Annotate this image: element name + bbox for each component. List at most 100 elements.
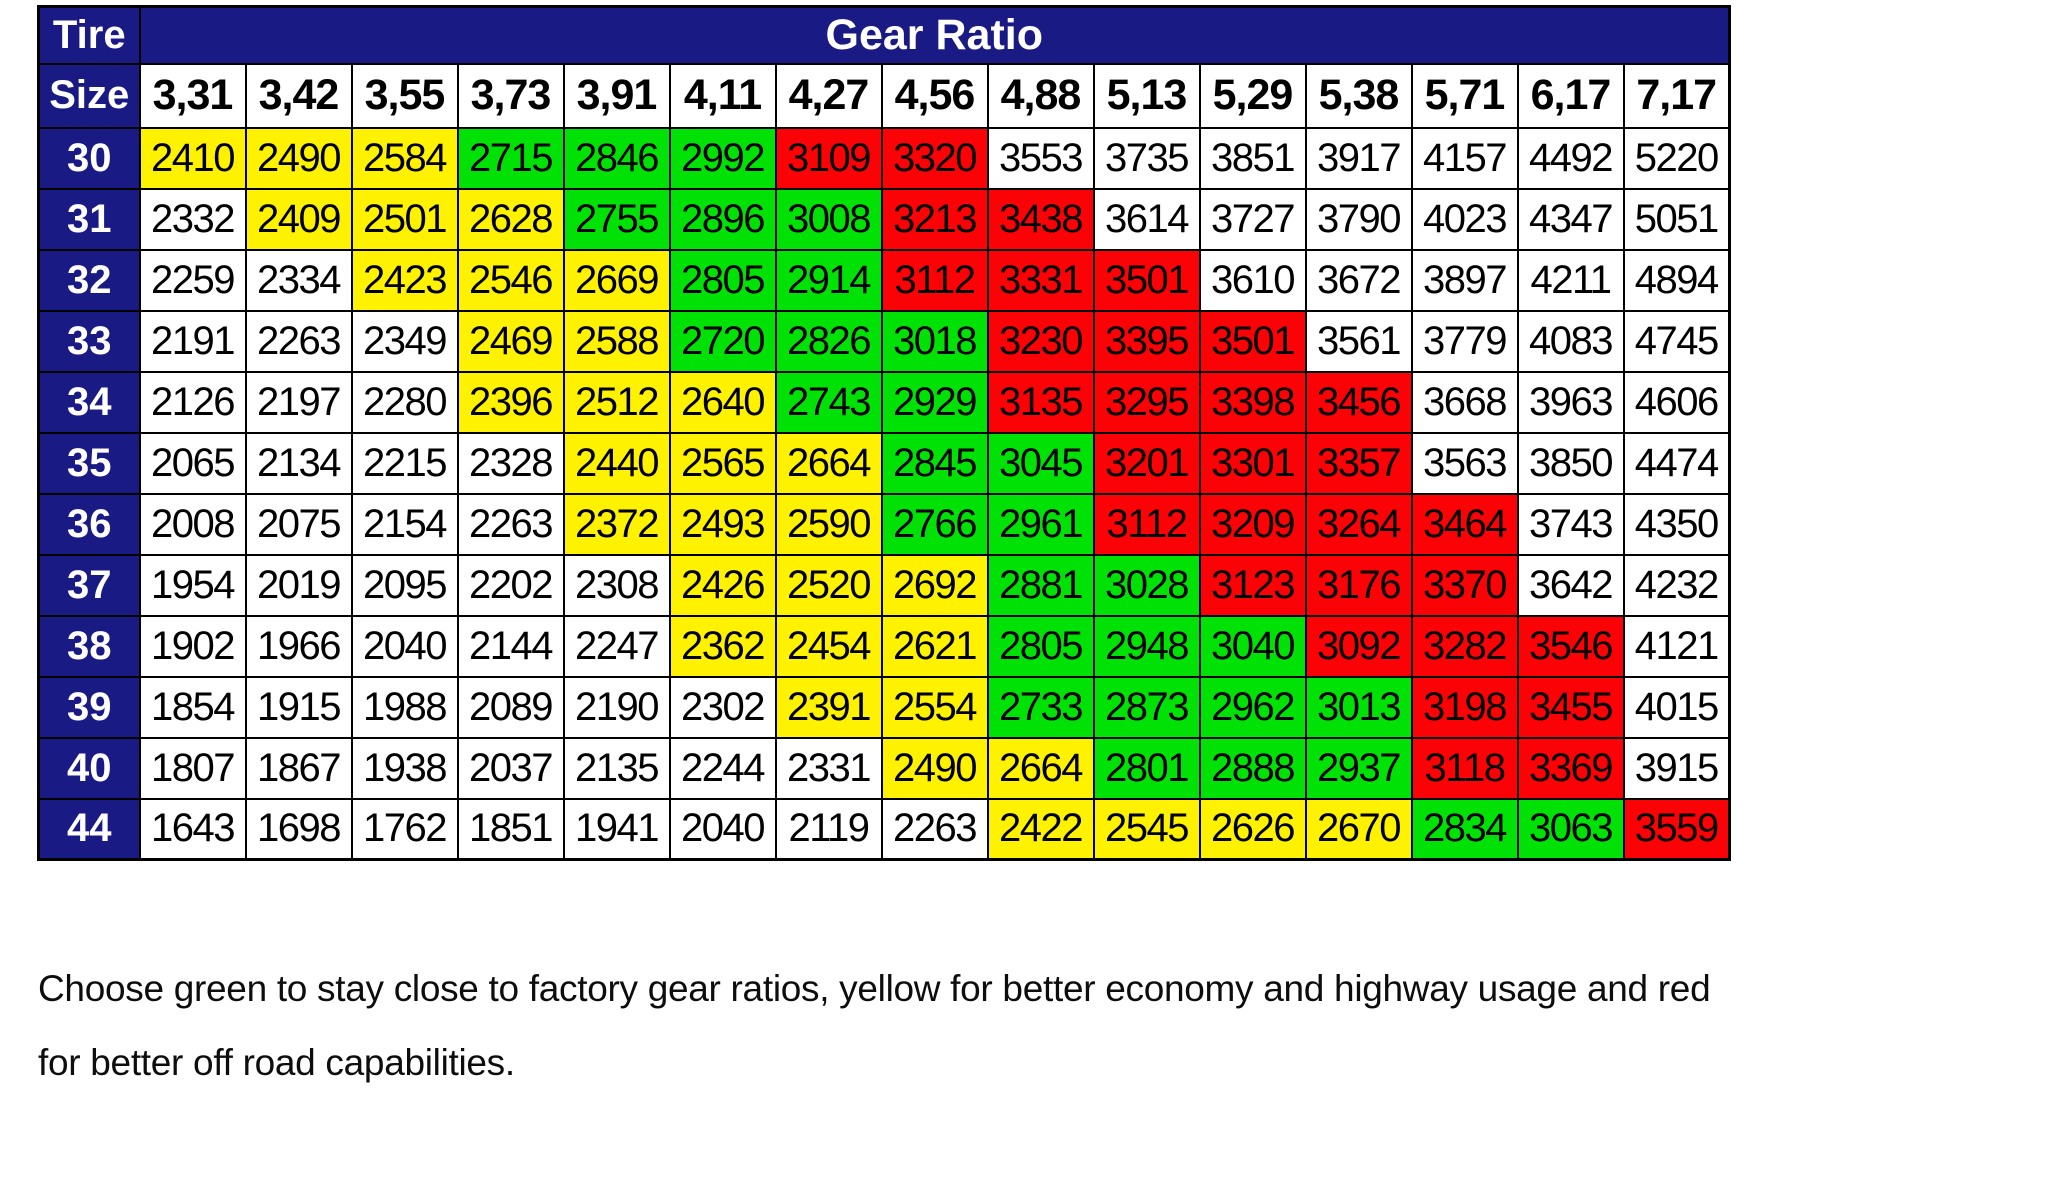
rpm-cell-39-3,91: 2190 — [562, 675, 671, 739]
rpm-cell-44-5,38: 2670 — [1304, 797, 1413, 861]
rpm-cell-35-4,27: 2664 — [774, 431, 883, 495]
rpm-cell-44-3,91: 1941 — [562, 797, 671, 861]
rpm-cell-35-3,55: 2215 — [350, 431, 459, 495]
rpm-cell-36-5,29: 3209 — [1198, 492, 1307, 556]
rpm-cell-32-5,38: 3672 — [1304, 248, 1413, 312]
rpm-cell-30-3,31: 2410 — [138, 126, 247, 190]
rpm-cell-40-3,42: 1867 — [244, 736, 353, 800]
rpm-cell-38-3,91: 2247 — [562, 614, 671, 678]
gear-ratio-header-8: 4,88 — [986, 62, 1095, 129]
tire-size-label-36: 36 — [37, 492, 141, 556]
rpm-cell-37-4,88: 2881 — [986, 553, 1095, 617]
rpm-cell-30-3,73: 2715 — [456, 126, 565, 190]
rpm-cell-38-5,29: 3040 — [1198, 614, 1307, 678]
tire-size-label-44: 44 — [37, 797, 141, 861]
rpm-cell-37-3,55: 2095 — [350, 553, 459, 617]
rpm-cell-31-4,27: 3008 — [774, 187, 883, 251]
tire-size-label-30: 30 — [37, 126, 141, 190]
corner-label-size: Size — [37, 62, 141, 129]
rpm-cell-34-5,13: 3295 — [1092, 370, 1201, 434]
rpm-cell-38-5,13: 2948 — [1092, 614, 1201, 678]
rpm-cell-33-5,71: 3779 — [1410, 309, 1519, 373]
rpm-cell-34-3,91: 2512 — [562, 370, 671, 434]
rpm-cell-30-4,56: 3320 — [880, 126, 989, 190]
rpm-cell-44-5,71: 2834 — [1410, 797, 1519, 861]
rpm-cell-32-6,17: 4211 — [1516, 248, 1625, 312]
rpm-cell-37-7,17: 4232 — [1622, 553, 1731, 617]
rpm-cell-32-5,71: 3897 — [1410, 248, 1519, 312]
rpm-cell-35-5,13: 3201 — [1092, 431, 1201, 495]
rpm-cell-39-4,56: 2554 — [880, 675, 989, 739]
rpm-cell-38-4,11: 2362 — [668, 614, 777, 678]
rpm-cell-35-3,42: 2134 — [244, 431, 353, 495]
rpm-cell-34-3,42: 2197 — [244, 370, 353, 434]
tire-size-row-35: 35 2065 2134 2215 2328 2440 2565 2664 2845 3045 32… — [37, 431, 1731, 495]
rpm-cell-33-4,11: 2720 — [668, 309, 777, 373]
rpm-cell-30-5,29: 3851 — [1198, 126, 1307, 190]
tire-size-row-37: 37 1954 2019 2095 2202 2308 2426 2520 2692 2881 30… — [37, 553, 1731, 617]
table-body: Tire Gear Ratio Size 3,31 3,42 3,55 3,73 3,91 4,… — [37, 5, 1731, 861]
gear-ratio-header-13: 6,17 — [1516, 62, 1625, 129]
rpm-cell-37-5,38: 3176 — [1304, 553, 1413, 617]
rpm-cell-44-6,17: 3063 — [1516, 797, 1625, 861]
gear-ratio-header-3: 3,73 — [456, 62, 565, 129]
rpm-cell-40-3,73: 2037 — [456, 736, 565, 800]
tire-size-row-39: 39 1854 1915 1988 2089 2190 2302 2391 2554 2733 28… — [37, 675, 1731, 739]
rpm-cell-34-5,71: 3668 — [1410, 370, 1519, 434]
rpm-cell-34-4,27: 2743 — [774, 370, 883, 434]
rpm-cell-34-6,17: 3963 — [1516, 370, 1625, 434]
header-band-row: Tire Gear Ratio — [37, 5, 1731, 65]
rpm-cell-39-5,29: 2962 — [1198, 675, 1307, 739]
rpm-cell-31-5,13: 3614 — [1092, 187, 1201, 251]
rpm-cell-31-5,29: 3727 — [1198, 187, 1307, 251]
rpm-cell-40-6,17: 3369 — [1516, 736, 1625, 800]
rpm-cell-38-5,38: 3092 — [1304, 614, 1413, 678]
rpm-cell-40-3,31: 1807 — [138, 736, 247, 800]
rpm-cell-30-3,55: 2584 — [350, 126, 459, 190]
rpm-cell-39-3,31: 1854 — [138, 675, 247, 739]
gear-ratio-header-4: 3,91 — [562, 62, 671, 129]
rpm-cell-33-5,29: 3501 — [1198, 309, 1307, 373]
rpm-cell-30-4,88: 3553 — [986, 126, 1095, 190]
rpm-cell-37-3,42: 2019 — [244, 553, 353, 617]
rpm-cell-31-7,17: 5051 — [1622, 187, 1731, 251]
rpm-cell-44-5,13: 2545 — [1092, 797, 1201, 861]
rpm-cell-31-4,11: 2896 — [668, 187, 777, 251]
rpm-cell-38-6,17: 3546 — [1516, 614, 1625, 678]
rpm-cell-33-3,91: 2588 — [562, 309, 671, 373]
rpm-cell-30-6,17: 4492 — [1516, 126, 1625, 190]
rpm-cell-34-4,88: 3135 — [986, 370, 1095, 434]
rpm-cell-31-5,71: 4023 — [1410, 187, 1519, 251]
rpm-cell-32-3,91: 2669 — [562, 248, 671, 312]
rpm-cell-35-3,31: 2065 — [138, 431, 247, 495]
rpm-cell-38-3,73: 2144 — [456, 614, 565, 678]
caption: Choose green to stay close to factory ge… — [38, 952, 1711, 1100]
tire-size-row-31: 31 2332 2409 2501 2628 2755 2896 3008 3213 3438 36… — [37, 187, 1731, 251]
rpm-cell-34-3,55: 2280 — [350, 370, 459, 434]
rpm-cell-39-6,17: 3455 — [1516, 675, 1625, 739]
rpm-cell-31-3,73: 2628 — [456, 187, 565, 251]
rpm-cell-30-4,27: 3109 — [774, 126, 883, 190]
rpm-cell-36-4,27: 2590 — [774, 492, 883, 556]
rpm-cell-39-4,88: 2733 — [986, 675, 1095, 739]
rpm-cell-40-5,38: 2937 — [1304, 736, 1413, 800]
gear-ratio-header-9: 5,13 — [1092, 62, 1201, 129]
rpm-cell-36-3,55: 2154 — [350, 492, 459, 556]
caption-line-2: for better off road capabilities. — [38, 1042, 515, 1083]
rpm-cell-32-5,29: 3610 — [1198, 248, 1307, 312]
tire-size-label-40: 40 — [37, 736, 141, 800]
rpm-cell-40-7,17: 3915 — [1622, 736, 1731, 800]
rpm-cell-44-3,42: 1698 — [244, 797, 353, 861]
rpm-cell-31-4,88: 3438 — [986, 187, 1095, 251]
rpm-cell-32-5,13: 3501 — [1092, 248, 1201, 312]
rpm-cell-38-4,88: 2805 — [986, 614, 1095, 678]
rpm-cell-32-3,73: 2546 — [456, 248, 565, 312]
rpm-cell-39-3,73: 2089 — [456, 675, 565, 739]
rpm-cell-40-3,55: 1938 — [350, 736, 459, 800]
rpm-cell-44-4,56: 2263 — [880, 797, 989, 861]
rpm-cell-31-3,31: 2332 — [138, 187, 247, 251]
tire-size-row-33: 33 2191 2263 2349 2469 2588 2720 2826 3018 3230 33… — [37, 309, 1731, 373]
rpm-cell-37-5,29: 3123 — [1198, 553, 1307, 617]
tire-size-label-34: 34 — [37, 370, 141, 434]
